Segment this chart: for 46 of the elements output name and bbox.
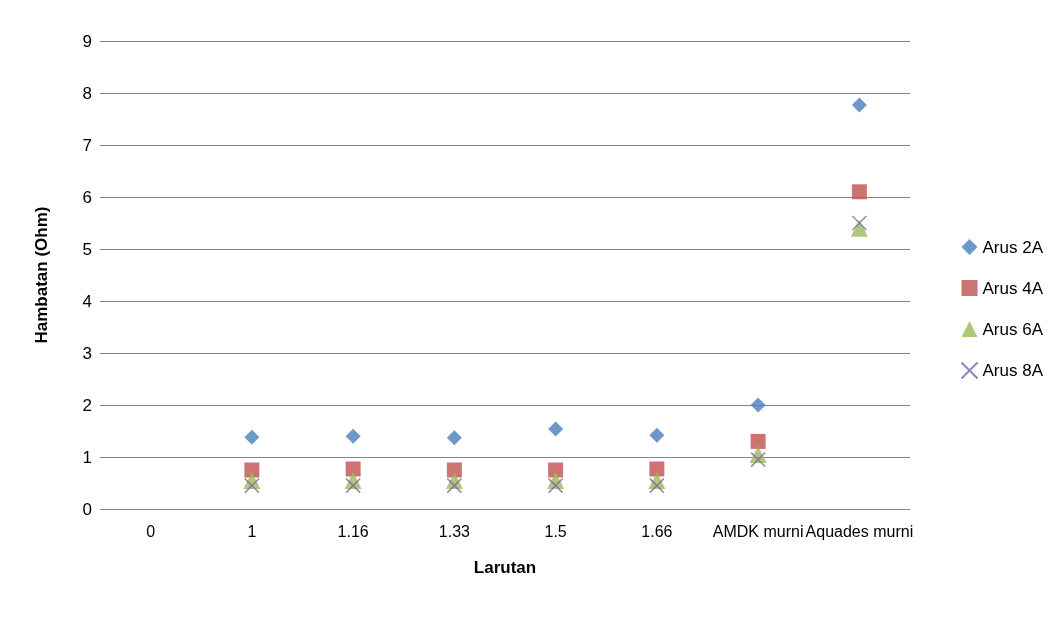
x-tick-label: 1.16 (337, 522, 369, 540)
point (851, 215, 868, 231)
point (750, 451, 766, 468)
point (345, 428, 361, 444)
y-tick-label: 3 (82, 343, 92, 363)
legend-label: Arus 4A (982, 278, 1044, 298)
y-axis-title: Hambatan (Ohm) (32, 206, 51, 344)
y-tick-label: 9 (82, 31, 92, 51)
y-tick-label: 0 (82, 499, 92, 519)
point (446, 430, 462, 446)
point (850, 219, 868, 237)
point (851, 97, 867, 113)
point (649, 477, 665, 494)
x-tick-label: 1 (247, 522, 257, 540)
point (649, 427, 665, 443)
point (750, 397, 766, 413)
y-tick-label: 7 (82, 135, 92, 155)
y-tick-label: 6 (82, 187, 92, 207)
x-tick-label: 0 (146, 522, 156, 540)
legend-label: Arus 2A (982, 237, 1044, 257)
point (547, 477, 564, 494)
point (851, 184, 867, 200)
point (446, 477, 463, 494)
point (446, 462, 462, 478)
x-axis-title: Larutan (473, 558, 537, 577)
y-tick-label: 8 (82, 83, 92, 103)
x-tick-label: Aquades murni (805, 522, 914, 540)
y-tick-label: 4 (82, 291, 92, 311)
point (345, 461, 361, 477)
y-tick-label: 5 (82, 239, 92, 259)
y-tick-label: 2 (82, 395, 92, 415)
point (244, 477, 260, 494)
point (649, 461, 665, 477)
point (750, 433, 766, 449)
point (548, 462, 564, 478)
legend-label: Arus 8A (982, 361, 1044, 380)
point (345, 477, 361, 494)
point (244, 462, 260, 478)
point (244, 429, 260, 445)
point (548, 421, 564, 437)
legend-label: Arus 6A (982, 319, 1044, 339)
x-tick-label: 1.66 (641, 522, 673, 540)
x-tick-label: AMDK murni (712, 522, 804, 540)
y-tick-label: 1 (82, 447, 92, 467)
x-tick-label: 1.33 (438, 522, 471, 540)
x-tick-label: 1.5 (544, 522, 567, 540)
